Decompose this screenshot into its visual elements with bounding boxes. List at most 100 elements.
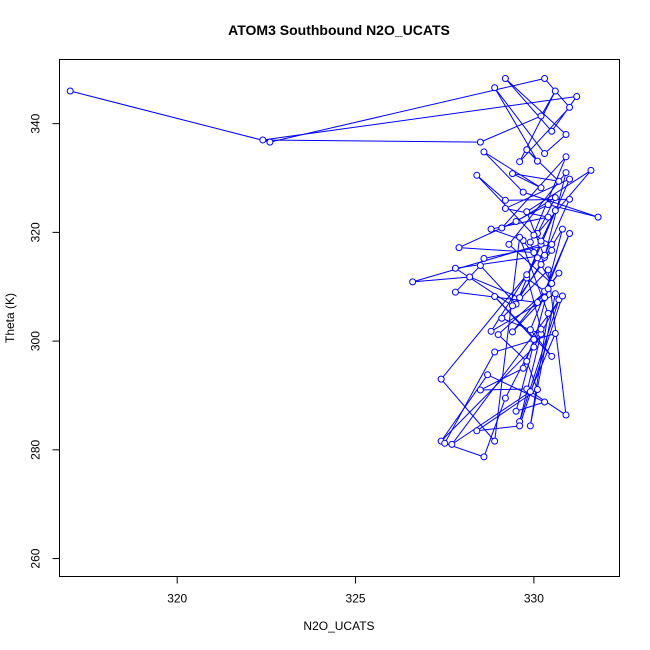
data-point: [501, 75, 509, 83]
series-line-segment: [262, 139, 481, 143]
series-line-segment: [269, 78, 545, 143]
data-point: [544, 309, 552, 317]
data-point: [558, 292, 566, 300]
y-tick-label: 300: [29, 331, 43, 351]
data-point: [480, 453, 488, 461]
series-line-segment: [480, 388, 527, 391]
data-point: [451, 264, 459, 272]
series-line-segment: [476, 425, 520, 432]
series-layer: [66, 75, 602, 461]
data-point: [501, 196, 509, 204]
data-point: [530, 343, 538, 351]
data-point: [473, 171, 481, 179]
x-axis-label: N2O_UCATS: [303, 619, 374, 633]
data-point: [530, 231, 538, 239]
y-axis: 260 280 300 320 340: [29, 113, 60, 569]
data-point: [562, 131, 570, 139]
series-line-segment: [526, 149, 560, 182]
data-point: [516, 158, 524, 166]
data-point: [537, 260, 545, 268]
data-point: [526, 238, 534, 246]
series-line-segment: [476, 389, 538, 432]
data-point: [566, 229, 574, 237]
series-line-segment: [476, 174, 506, 201]
data-point: [541, 75, 549, 83]
data-point: [526, 422, 534, 430]
series-line-segment: [519, 299, 560, 422]
data-point: [494, 331, 502, 339]
data-point: [551, 87, 559, 95]
data-point: [476, 262, 484, 270]
data-point: [523, 271, 531, 279]
data-point: [544, 213, 552, 221]
series-line-segment: [537, 170, 592, 234]
data-point: [448, 440, 456, 448]
data-point: [562, 153, 570, 161]
data-point: [551, 290, 559, 298]
data-point: [501, 204, 509, 212]
data-point: [487, 327, 495, 335]
data-point: [66, 87, 74, 95]
data-point: [476, 138, 484, 146]
data-point: [409, 278, 417, 286]
data-point: [491, 84, 499, 92]
data-point: [566, 103, 574, 111]
series-line-segment: [497, 288, 549, 335]
data-point: [455, 244, 463, 252]
series-line-segment: [262, 95, 577, 141]
data-point: [594, 213, 602, 221]
data-point: [512, 407, 520, 415]
series-line-segment: [494, 87, 545, 154]
data-point: [533, 385, 541, 393]
series-line-segment: [526, 169, 592, 213]
series-line-segment: [455, 267, 513, 307]
data-point: [487, 225, 495, 233]
data-point: [548, 352, 556, 360]
data-point: [587, 166, 595, 174]
x-tick-label: 325: [346, 592, 366, 606]
series-line-segment: [505, 78, 567, 135]
series-line-segment: [540, 210, 556, 242]
data-point: [530, 248, 538, 256]
data-point: [451, 288, 459, 296]
data-point: [573, 92, 581, 100]
series-line-segment: [458, 247, 534, 253]
data-point: [555, 269, 563, 277]
x-axis: 320 325 330: [167, 576, 544, 606]
data-point: [512, 218, 520, 226]
data-point: [259, 136, 267, 144]
data-point: [484, 371, 492, 379]
series-line-segment: [504, 78, 553, 132]
series-line-segment: [440, 378, 496, 442]
series-line-segment: [444, 351, 496, 444]
data-point: [551, 194, 559, 202]
data-point: [498, 224, 506, 232]
data-point: [541, 398, 549, 406]
data-point: [501, 394, 509, 402]
data-point: [437, 375, 445, 383]
series-line-segment: [515, 401, 545, 412]
series-line-segment: [505, 198, 570, 201]
data-point: [566, 195, 574, 203]
series-line-segment: [540, 90, 556, 117]
series-line-segment: [529, 333, 556, 392]
data-point: [491, 293, 499, 301]
data-point: [523, 357, 531, 365]
data-point: [441, 439, 449, 447]
data-point: [473, 427, 481, 435]
y-tick-label: 320: [29, 222, 43, 242]
data-point: [537, 112, 545, 120]
data-point: [498, 314, 506, 322]
data-point: [544, 266, 552, 274]
data-point: [544, 285, 552, 293]
chart-title: ATOM3 Southbound N2O_UCATS: [228, 22, 450, 38]
data-point: [516, 233, 524, 241]
series-line-segment: [526, 361, 538, 390]
data-point: [544, 201, 552, 209]
series-line-segment: [440, 346, 535, 442]
series-line-segment: [501, 156, 567, 229]
data-point: [476, 386, 484, 394]
series-line-segment: [508, 243, 553, 284]
data-point: [508, 302, 516, 310]
